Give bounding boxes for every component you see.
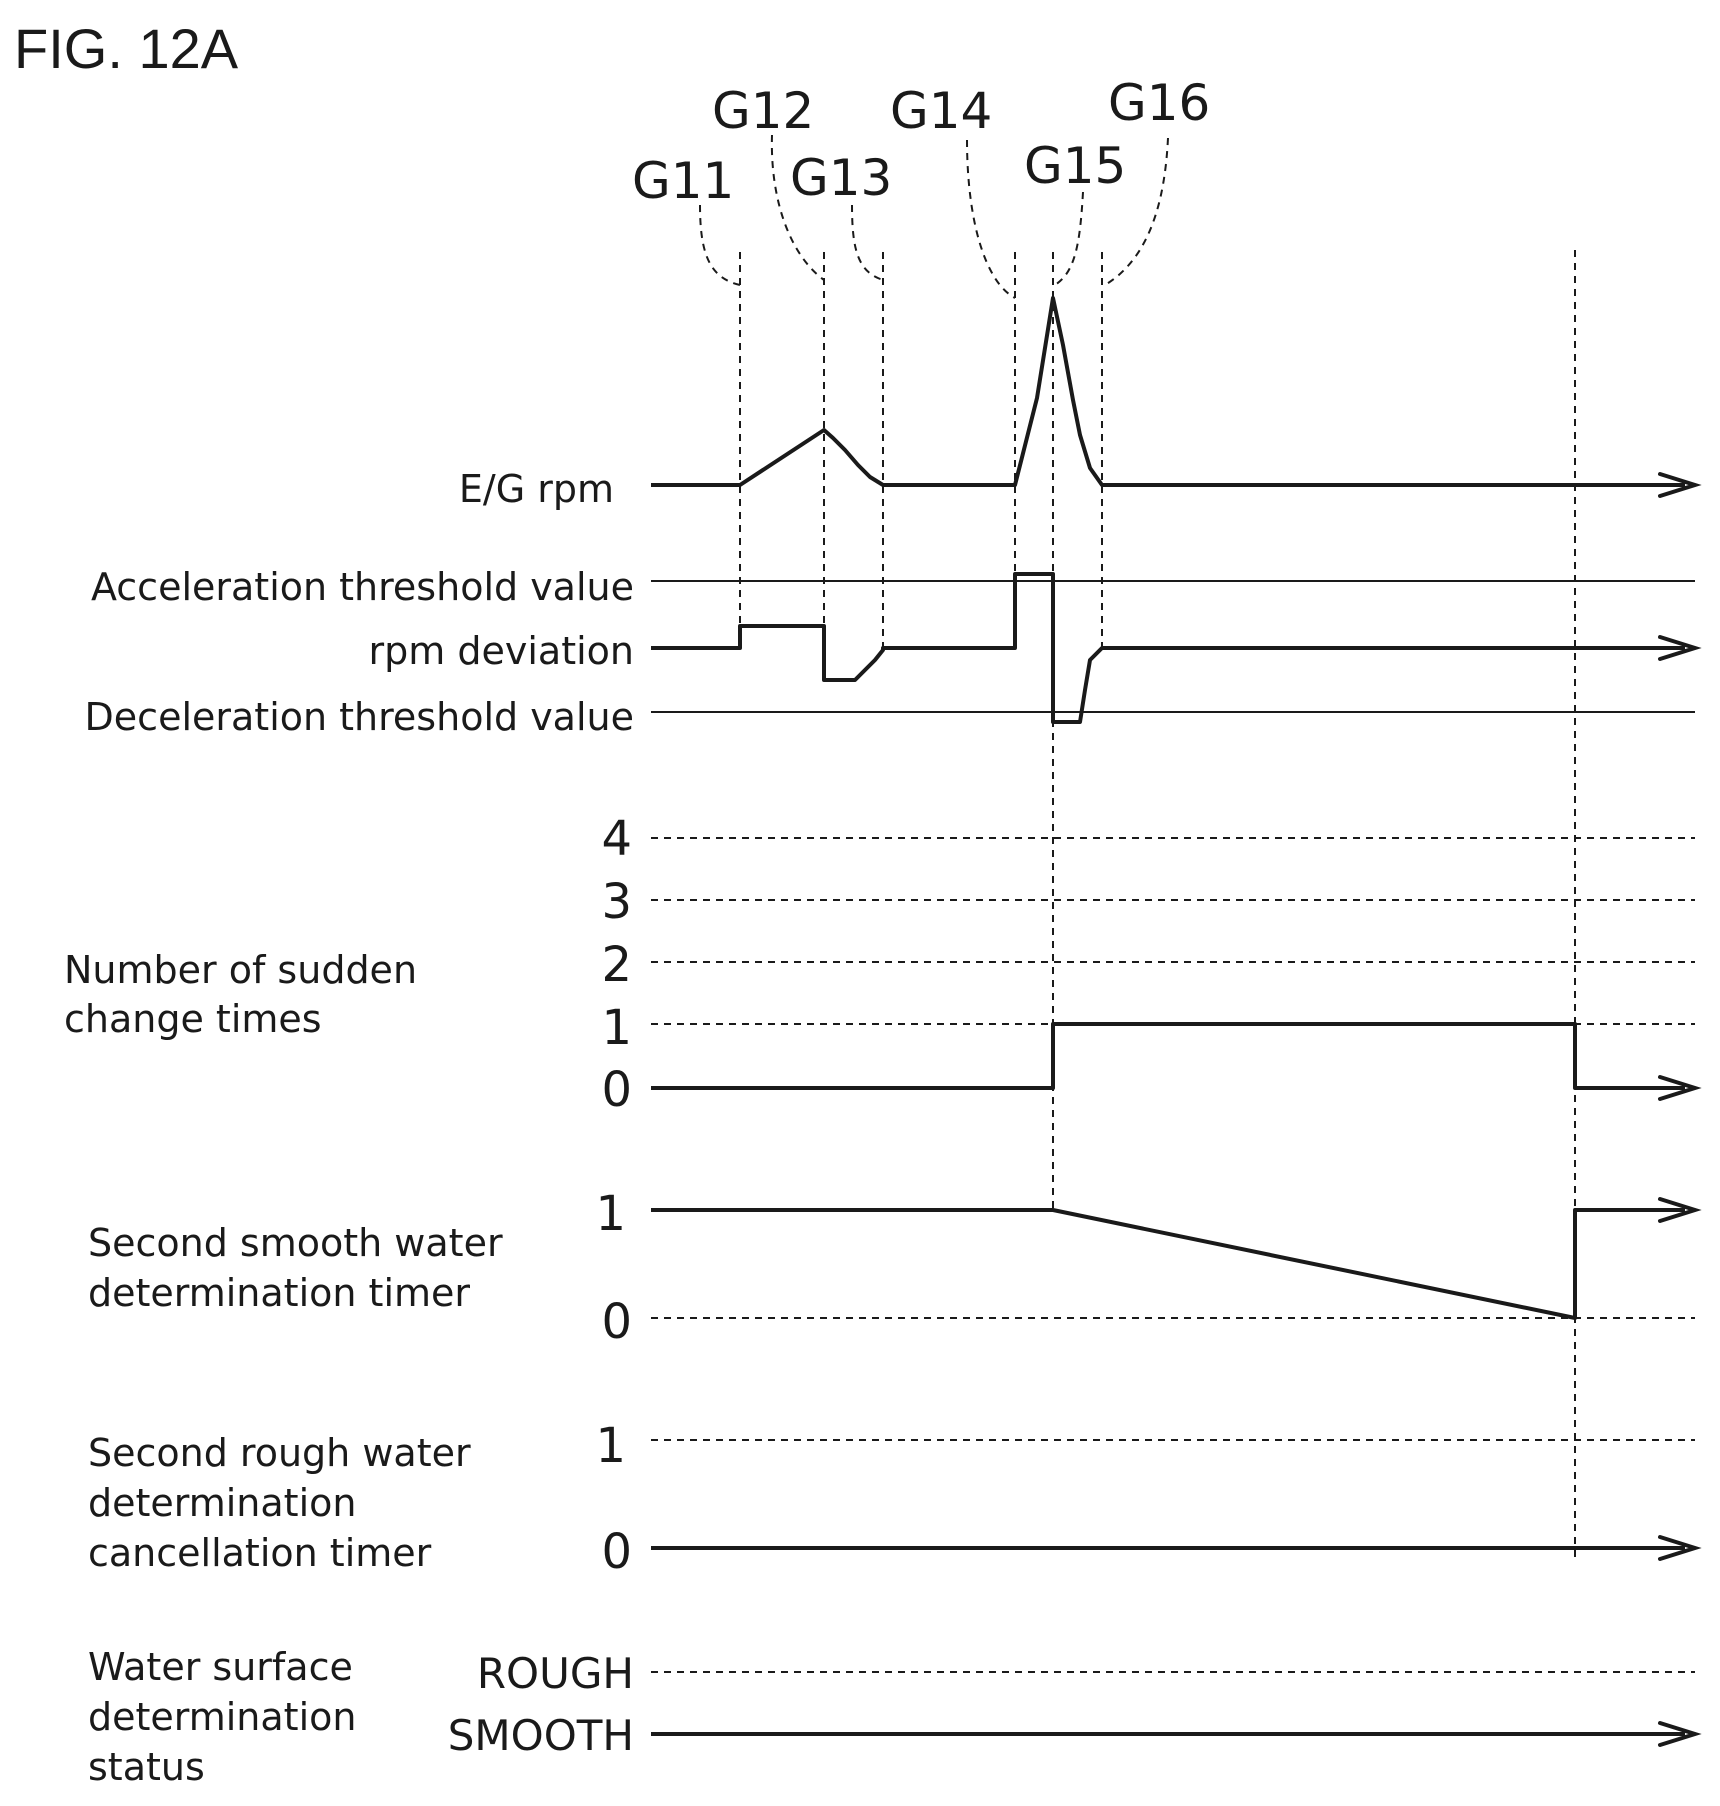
smooth-timer-label-line-1: Second smooth water — [88, 1221, 503, 1265]
sudden-change-label-line-2: change times — [64, 997, 322, 1041]
rough-cancel-timer-label-line-3: cancellation timer — [88, 1531, 432, 1575]
leader-g14 — [966, 139, 1016, 299]
rough-cancel-timer-arrow — [1658, 1535, 1702, 1561]
rough-cancel-timer-tick-0: 0 — [601, 1524, 632, 1580]
time-marker-g11: G11 — [632, 152, 734, 210]
smooth-timer-label-line-2: determination timer — [88, 1271, 470, 1315]
sudden-change-label-line-1: Number of sudden — [64, 948, 417, 992]
time-marker-g12: G12 — [712, 82, 814, 140]
water-surface-status-label-line-3: status — [88, 1745, 205, 1789]
rough-cancel-timer-label-line-2: determination — [88, 1481, 356, 1525]
eg-rpm-arrow — [1658, 472, 1702, 498]
leader-g11 — [699, 204, 741, 286]
sudden-change-arrow — [1658, 1075, 1702, 1101]
leader-g15 — [1054, 191, 1084, 286]
sudden-change-tick-0: 0 — [601, 1062, 632, 1118]
leader-g13 — [851, 204, 884, 281]
time-marker-g16: G16 — [1108, 74, 1210, 132]
rpm-deviation-trace — [651, 572, 1685, 724]
sudden-change-tick-4: 4 — [601, 811, 632, 867]
eg-rpm-trace — [651, 296, 1685, 487]
leader-g16 — [1104, 137, 1169, 286]
leader-g12 — [770, 134, 825, 281]
smooth-timer-tick-0: 0 — [601, 1294, 632, 1350]
rough-cancel-timer-label-line-1: Second rough water — [88, 1431, 471, 1475]
timing-lines — [739, 250, 1576, 1560]
eg-rpm-label: E/G rpm — [459, 467, 614, 511]
time-marker-g13: G13 — [790, 149, 892, 207]
smooth-timer-tick-1: 1 — [595, 1186, 626, 1242]
sudden-change-label: Number of sudden change times — [64, 948, 429, 1041]
smooth-timer-trace — [651, 1208, 1685, 1320]
water-surface-status-label-line-2: determination — [88, 1695, 356, 1739]
time-marker-labels: G11 G12 G13 G14 G15 G16 — [632, 74, 1210, 210]
rough-cancel-timer-tick-1: 1 — [595, 1418, 626, 1474]
water-surface-status-label-line-1: Water surface — [88, 1645, 353, 1689]
deceleration-threshold-label: Deceleration threshold value — [85, 695, 634, 739]
status-smooth-label: SMOOTH — [448, 1711, 634, 1760]
water-surface-status-label: Water surface determination status — [88, 1645, 369, 1789]
time-marker-leaders — [699, 134, 1169, 299]
status-rough-label: ROUGH — [477, 1649, 634, 1698]
status-arrow — [1658, 1721, 1702, 1747]
acceleration-threshold-label: Acceleration threshold value — [91, 565, 634, 609]
rpm-deviation-label: rpm deviation — [369, 629, 634, 673]
sudden-change-tick-2: 2 — [601, 937, 632, 993]
time-marker-g15: G15 — [1024, 137, 1126, 195]
smooth-timer-arrow — [1658, 1197, 1702, 1223]
sudden-change-tick-1: 1 — [601, 1000, 632, 1056]
rough-cancel-timer-label: Second rough water determination cancell… — [88, 1431, 483, 1575]
time-marker-g14: G14 — [890, 82, 992, 140]
sudden-change-tick-3: 3 — [601, 874, 632, 930]
figure-title: FIG. 12A — [14, 17, 239, 80]
rpm-deviation-arrow — [1658, 635, 1702, 661]
sudden-change-trace — [651, 1022, 1685, 1090]
sudden-change-ticks: 4 3 2 1 0 — [601, 811, 632, 1118]
smooth-timer-label: Second smooth water determination timer — [88, 1221, 515, 1315]
